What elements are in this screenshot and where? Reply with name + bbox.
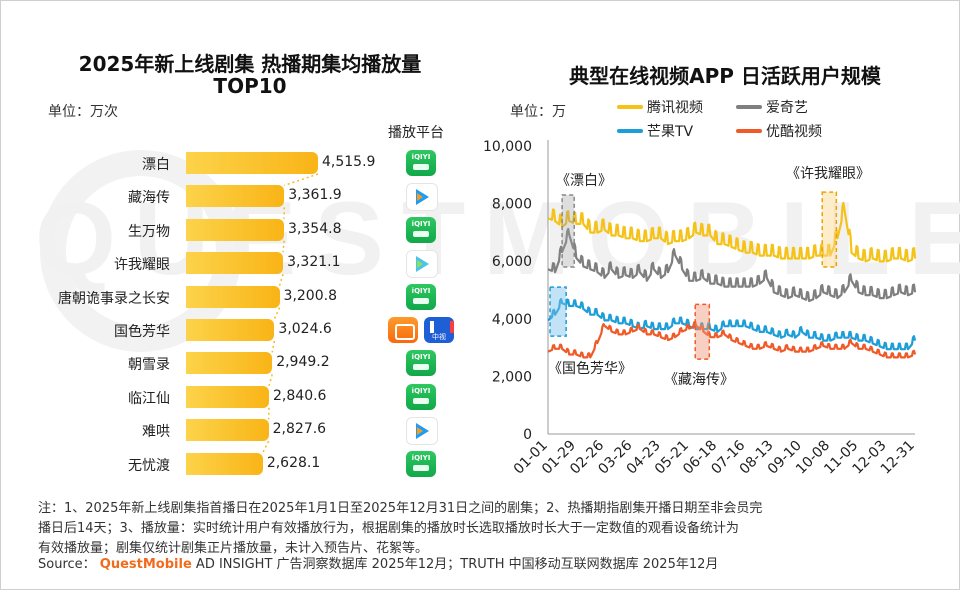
series-line [547,320,917,359]
bar-category-label: 许我耀眼 [114,257,170,274]
right-chart-title: 典型在线视频APP 日活跃用户规模 [569,64,881,88]
bar-category-label: 生万物 [128,223,170,240]
bar [186,352,273,375]
legend-swatch [617,105,643,109]
bar-chart: 漂白 4,515.9 藏海传 3,361.9 生万物 3,354.8 许我耀眼 3,321.1… [0,0,480,500]
y-tick-label: 4,000 [492,312,532,328]
series-line [547,298,917,351]
bar-value-label: 2,840.6 [273,387,327,404]
iqiyi-logo-icon [406,350,436,377]
legend-swatch [736,129,762,133]
bar-connector [273,307,281,320]
bar [186,319,275,341]
legend-swatch [736,105,762,109]
iqiyi-logo-icon [406,450,436,477]
bar-value-label: 2,628.1 [266,454,321,471]
bar [186,252,284,275]
series-line [547,227,917,303]
left-unit-label: 单位：万次 [48,104,118,120]
bar [186,285,280,308]
bar [186,218,285,241]
source-rest: AD INSIGHT 广告洞察数据库 2025年12月；TRUTH 中国移动互联… [195,557,719,572]
legend-label: 优酷视频 [766,124,822,140]
bar-value-label: 2,827.6 [272,421,327,438]
platform-header: 播放平台 [388,125,444,141]
bar-connector [268,374,273,387]
bar-category-label: 国色芳华 [114,324,170,340]
annotation-box [549,286,567,337]
y-tick-label: 10,000 [483,139,532,155]
bar-value-label: 3,321.1 [287,254,341,271]
bar-category-label: 难哄 [142,424,170,441]
bar-category-label: 唐朝诡事录之长安 [58,290,170,307]
bar-value-label: 3,200.8 [283,287,337,304]
series-line [547,201,917,263]
y-tick-label: 0 [523,427,532,443]
y-tick-label: 8,000 [492,197,532,213]
source-brand: QuestMobile [99,557,192,572]
tencent-video-logo-icon [406,417,438,446]
bar-value-label: 3,361.9 [288,187,342,204]
annotation-box [821,191,838,268]
iqiyi-logo-icon [406,150,436,176]
bar-value-label: 4,515.9 [322,154,376,170]
mango-tv-logo-icon [388,317,418,343]
youku-logo-icon [406,250,438,279]
bar-connector [278,273,284,286]
iqiyi-logo-icon [406,383,436,410]
bar-value-label: 2,949.2 [276,354,330,371]
bar [186,419,269,442]
bar [186,452,263,475]
tencent-video-logo-icon [406,183,438,212]
bar-connector [271,340,276,353]
bar-connector-lines [262,173,319,453]
iqiyi-logo-icon [406,283,436,310]
legend-label: 爱奇艺 [766,100,808,116]
bar [186,385,270,408]
footnote-line-1: 注：1、2025年新上线剧集指首播日在2025年1月1日至2025年12月31日… [38,501,763,516]
cctv-video-logo-icon [424,317,454,343]
bar-connector [282,240,285,253]
iqiyi-logo-icon [406,216,436,243]
annotation-box [561,194,575,268]
bar-category-label: 临江仙 [128,390,170,407]
annotation-label: 《漂白》 [556,173,612,189]
bar [186,185,285,208]
y-tick-label: 2,000 [492,369,532,385]
annotation-label: 《许我耀眼》 [786,166,870,182]
bar [186,152,318,174]
right-unit-label: 单位：万 [510,104,566,120]
bar-connector [262,440,270,453]
annotation-box [694,303,711,360]
footnote-line-3: 有效播放量；剧集仅统计剧集正片播放量，未计入预告片、花絮等。 [38,541,429,556]
bar-category-label: 藏海传 [128,190,170,207]
bar-connector [284,173,319,187]
bar-value-label: 3,354.8 [288,220,342,237]
bar-value-label: 3,024.6 [278,321,332,337]
bar-category-label: 朝雪录 [128,357,170,374]
bar-category-label: 无忧渡 [128,457,170,474]
annotation-label: 《藏海传》 [664,372,734,388]
footnote-line-2: 播日后14天；3、播放量：实时统计用户有效播放行为，根据剧集的播放时长选取播放时… [38,521,739,536]
annotation-label: 《国色芳华》 [548,360,632,377]
line-chart: 02,0004,0006,0008,00010,00001-0101-2902-… [483,139,918,478]
left-chart-title-line2: TOP10 [213,74,287,98]
bar-category-label: 漂白 [142,157,170,173]
left-chart-title-line1: 2025年新上线剧集 热播期集均播放量 [78,52,422,76]
legend-label: 腾讯视频 [647,100,703,116]
source-line: Source： QuestMobile AD INSIGHT 广告洞察数据库 2… [38,556,918,573]
source-prefix: Source： [38,557,96,572]
legend-label: 芒果TV [647,124,694,140]
legend-swatch [617,129,643,133]
y-tick-label: 6,000 [492,254,532,270]
